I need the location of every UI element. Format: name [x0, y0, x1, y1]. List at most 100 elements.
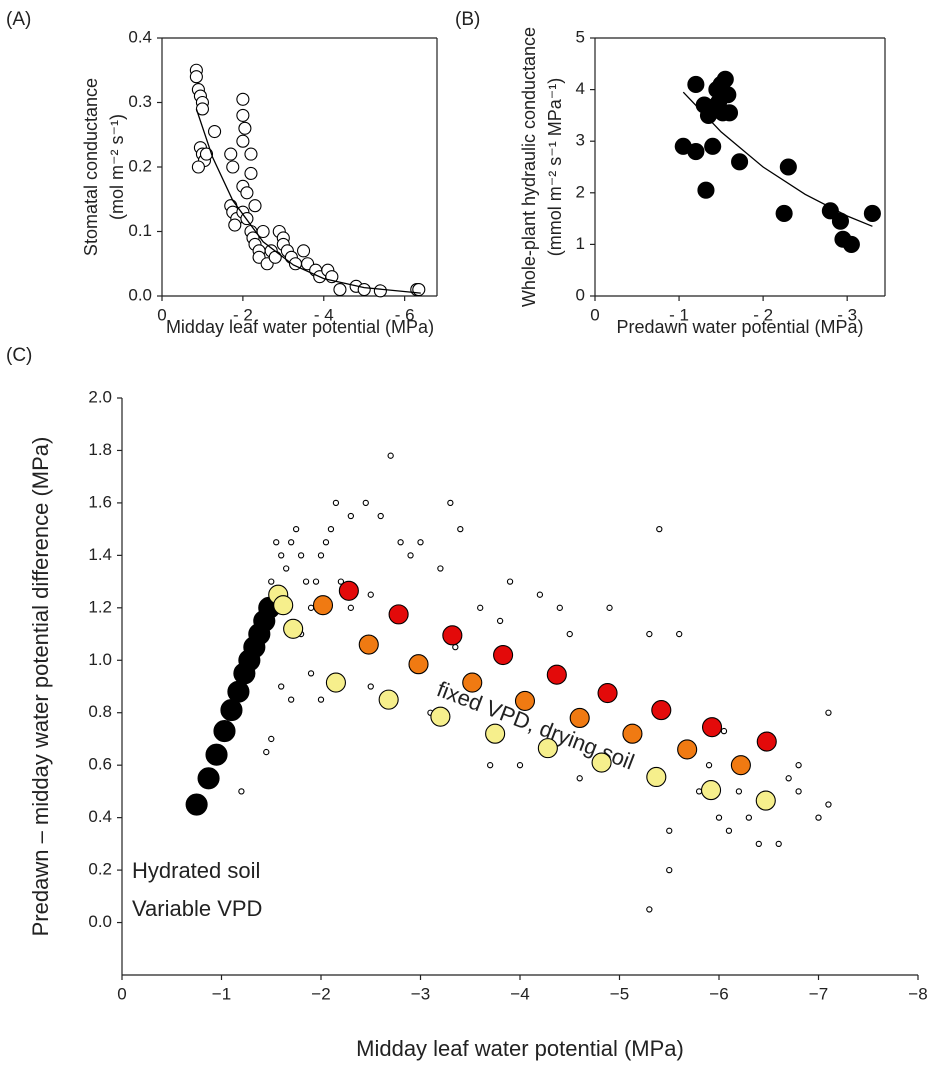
- data-point: [224, 147, 238, 161]
- data-point: [378, 689, 399, 710]
- data-point: [268, 578, 275, 585]
- data-point: [236, 92, 250, 106]
- data-point: [191, 160, 205, 174]
- y-axis-label: (mmol m⁻² s⁻¹ MPa⁻¹): [545, 78, 565, 256]
- data-point: [646, 766, 667, 788]
- data-point: [516, 762, 524, 769]
- data-point: [731, 153, 749, 171]
- data-point: [442, 625, 463, 646]
- data-point: [287, 539, 295, 546]
- data-point: [775, 204, 793, 222]
- data-point: [536, 591, 544, 598]
- data-point: [815, 814, 822, 821]
- panel-label: (A): [6, 9, 31, 30]
- data-point: [506, 578, 514, 585]
- data-point: [333, 282, 347, 297]
- data-point: [238, 121, 252, 135]
- data-point: [248, 199, 262, 213]
- data-point: [347, 512, 354, 520]
- y-tick-label: 0.0: [128, 285, 152, 304]
- x-tick-label: −7: [809, 984, 828, 1003]
- data-point: [457, 525, 464, 533]
- y-axis-label: Predawn – midday water potential differe…: [28, 437, 53, 937]
- data-point: [716, 70, 734, 88]
- data-point: [785, 775, 792, 782]
- data-point: [197, 767, 220, 790]
- data-point: [238, 788, 245, 795]
- x-axis-label: Midday leaf water potential (MPa): [356, 1036, 684, 1061]
- fit-line: [682, 91, 873, 227]
- data-point: [228, 218, 242, 232]
- data-point: [452, 644, 459, 651]
- data-point: [397, 539, 404, 546]
- data-point: [697, 181, 715, 199]
- data-point: [863, 204, 881, 222]
- data-point: [357, 282, 371, 297]
- data-point: [312, 595, 334, 616]
- data-point: [719, 86, 737, 104]
- y-tick-label: 2.0: [88, 387, 112, 406]
- data-point: [676, 630, 683, 638]
- data-point: [256, 224, 270, 239]
- x-tick-label: −1: [212, 984, 231, 1003]
- y-tick-label: 3: [576, 131, 585, 150]
- annotation: Variable VPD: [132, 896, 262, 921]
- data-point: [735, 788, 743, 795]
- data-point: [730, 755, 751, 776]
- data-point: [447, 499, 454, 507]
- data-point: [646, 630, 653, 638]
- data-point: [779, 158, 797, 176]
- data-point: [715, 814, 723, 821]
- data-point: [546, 664, 567, 685]
- data-point: [687, 142, 705, 161]
- data-point: [687, 75, 705, 93]
- annotation: Hydrated soil: [132, 858, 260, 883]
- data-point: [496, 617, 504, 625]
- data-point: [651, 700, 672, 721]
- data-point: [704, 137, 722, 155]
- data-point: [437, 565, 444, 572]
- data-point: [296, 244, 311, 258]
- data-point: [307, 604, 315, 611]
- data-point: [377, 512, 384, 520]
- y-tick-label: 0.0: [88, 912, 112, 931]
- data-point: [278, 552, 285, 559]
- data-point: [407, 552, 414, 559]
- data-point: [705, 762, 713, 769]
- data-point: [795, 762, 802, 769]
- y-tick-label: 0.4: [128, 27, 152, 46]
- data-point: [720, 104, 739, 122]
- y-tick-label: 0.1: [128, 221, 152, 240]
- data-point: [337, 578, 345, 585]
- x-tick-label: - 4: [314, 305, 334, 324]
- data-point: [287, 696, 295, 703]
- x-axis-label: Predawn water potential (MPa): [616, 317, 863, 337]
- y-axis-label: (mol m⁻² s⁻¹): [107, 114, 127, 220]
- data-point: [756, 731, 777, 752]
- x-tick-label: - 2: [753, 305, 773, 324]
- x-tick-label: 0: [157, 305, 166, 324]
- x-tick-label: −5: [610, 984, 629, 1003]
- data-point: [486, 762, 494, 769]
- data-point: [195, 102, 209, 116]
- data-point: [367, 683, 374, 690]
- x-tick-label: - 1: [669, 305, 689, 324]
- y-tick-label: 1.0: [88, 650, 112, 669]
- data-point: [417, 539, 424, 546]
- x-tick-label: −4: [510, 984, 529, 1003]
- panel-label: (B): [455, 9, 480, 30]
- data-point: [283, 618, 304, 639]
- data-point: [701, 717, 723, 738]
- data-point: [367, 591, 374, 598]
- data-point: [189, 70, 203, 84]
- data-point: [569, 707, 590, 729]
- y-tick-label: 1.6: [88, 492, 112, 511]
- y-tick-label: 1.4: [88, 545, 112, 564]
- y-tick-label: 0.4: [88, 807, 112, 826]
- data-point: [312, 578, 320, 585]
- x-tick-label: - 6: [395, 305, 415, 324]
- data-point: [387, 452, 394, 459]
- data-point: [666, 827, 673, 834]
- data-point: [268, 735, 275, 743]
